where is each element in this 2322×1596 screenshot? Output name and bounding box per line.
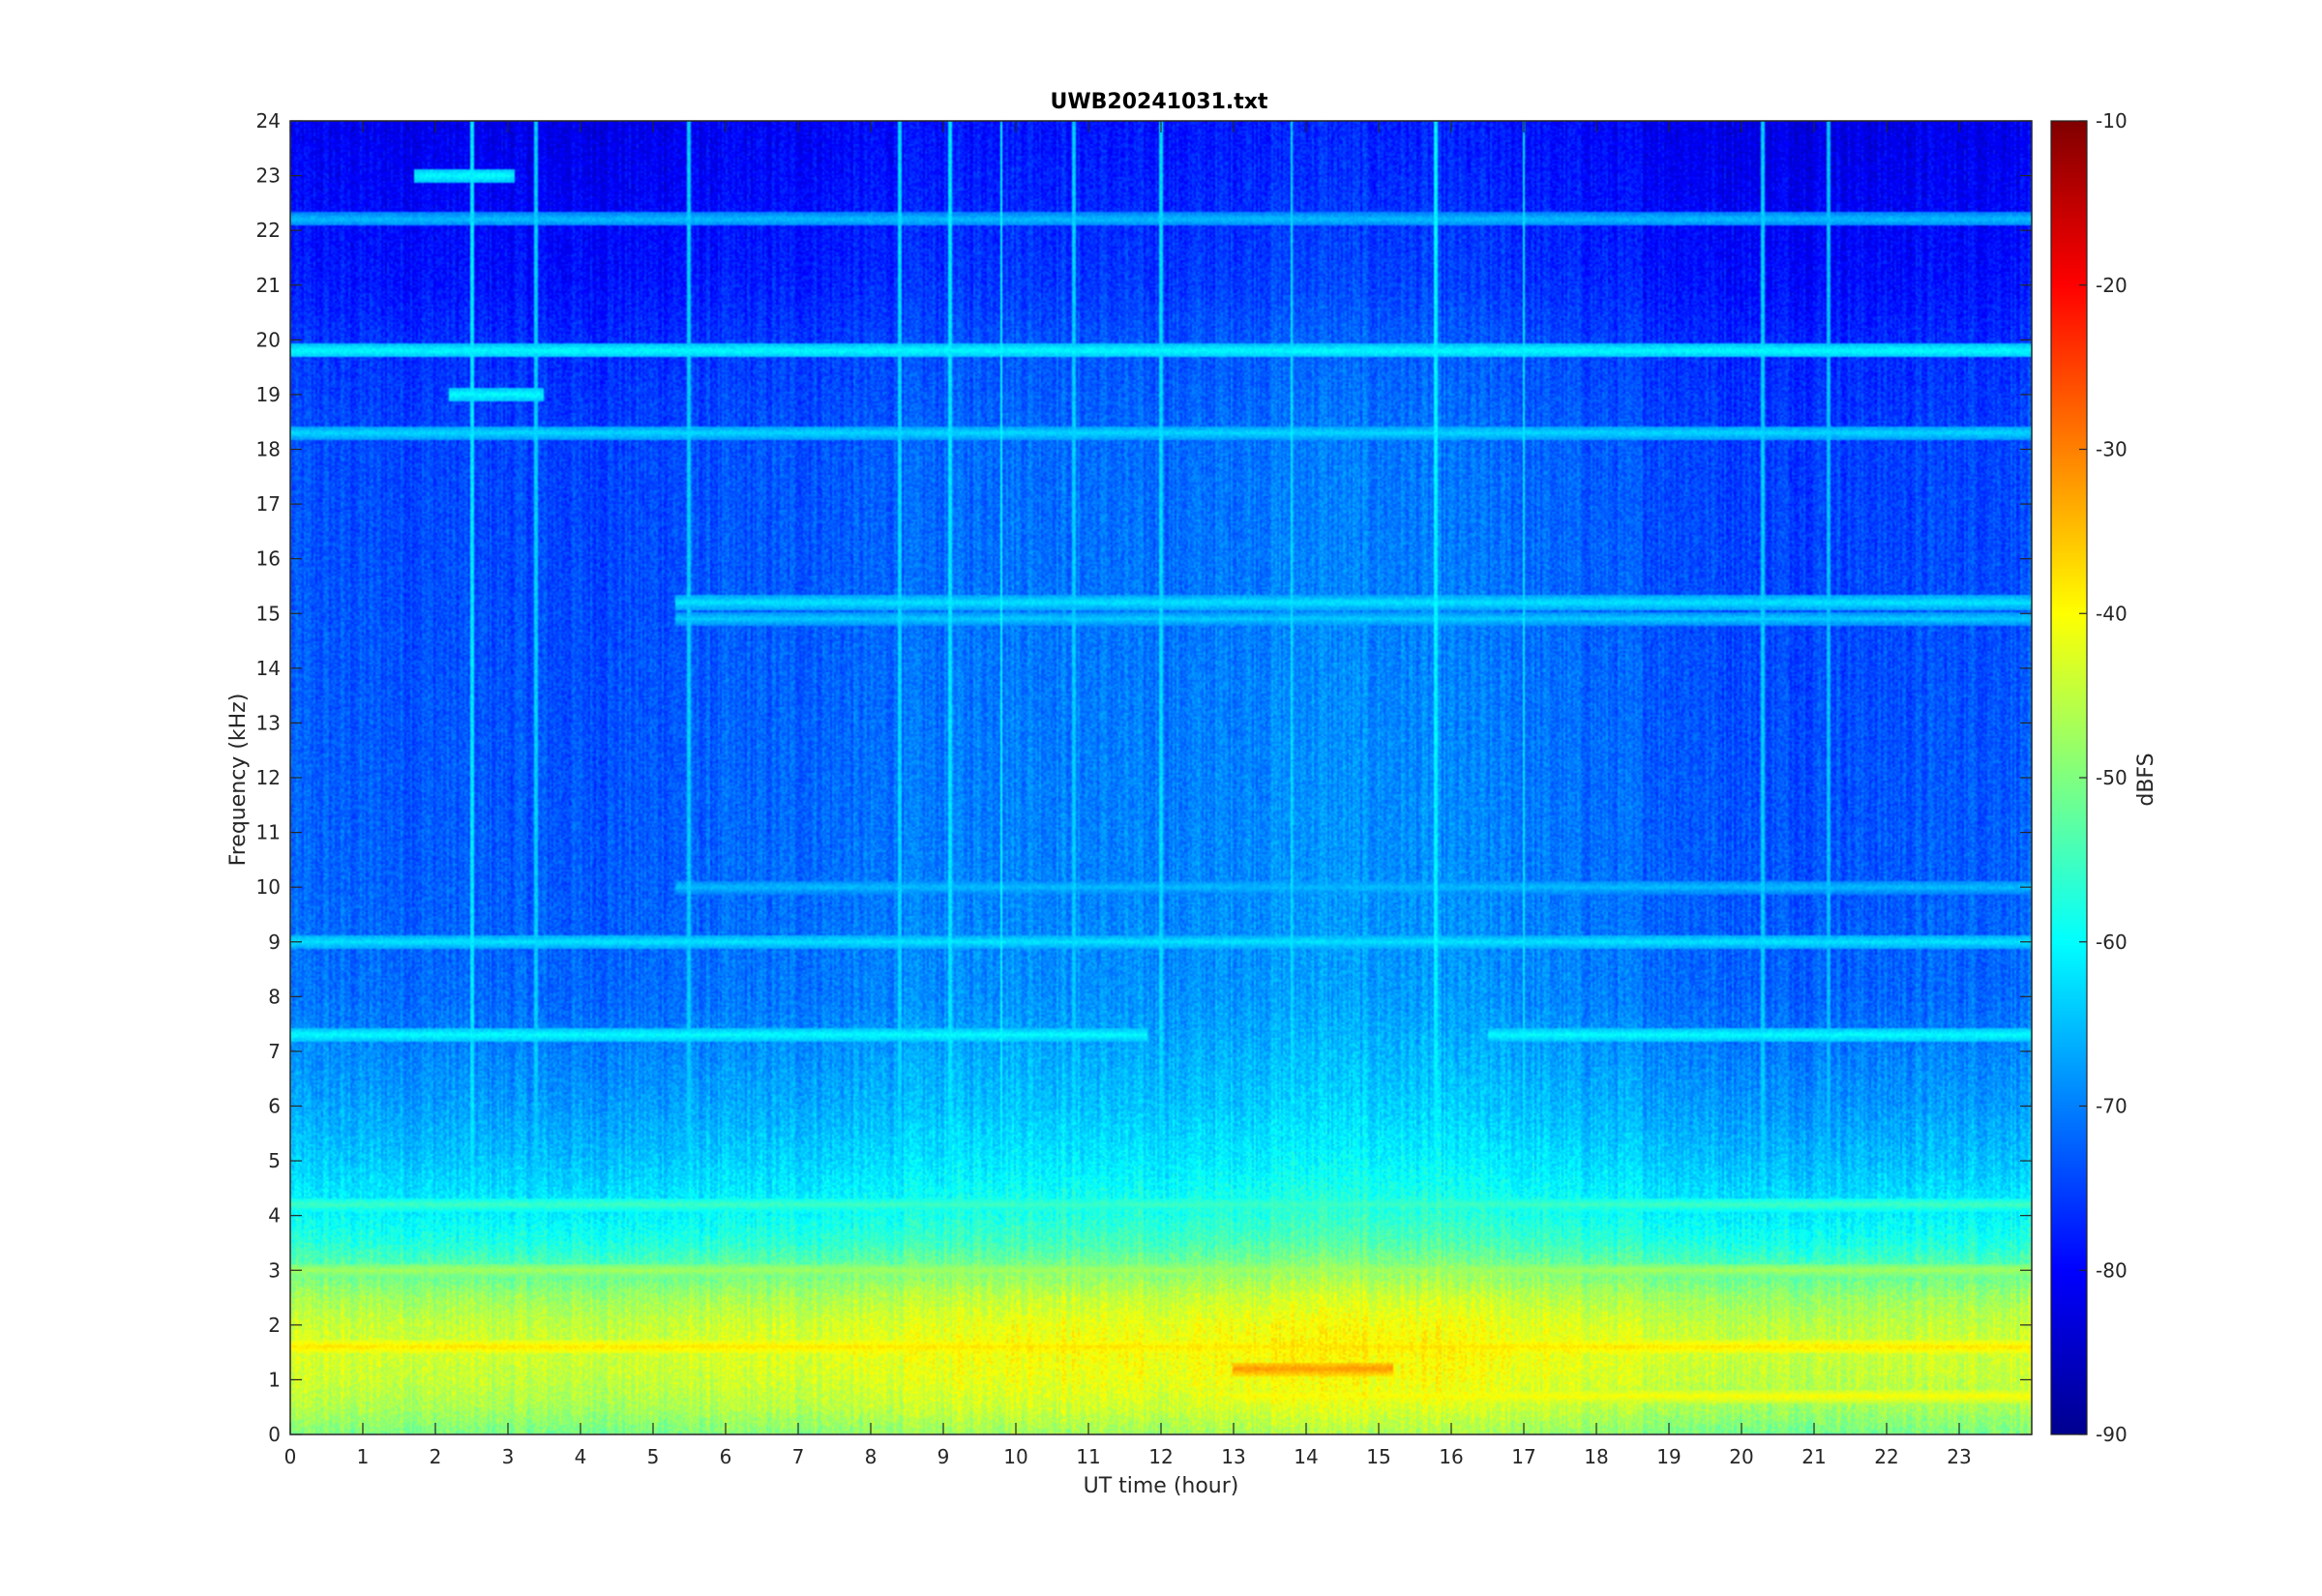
y-tick-label: 2 [268, 1314, 281, 1337]
colorbar-tick-label: -80 [2096, 1258, 2128, 1282]
y-tick-label: 12 [256, 766, 281, 789]
x-tick-label: 22 [1874, 1445, 1898, 1468]
y-tick-label: 11 [256, 821, 281, 844]
x-tick-label: 6 [720, 1445, 732, 1468]
x-tick-label: 2 [430, 1445, 442, 1468]
x-tick-label: 9 [938, 1445, 950, 1468]
spectrogram-heatmap [290, 121, 2032, 1434]
y-tick-label: 3 [268, 1258, 281, 1282]
colorbar-label: dBFS [2134, 753, 2158, 806]
colorbar-tick-label: -10 [2096, 109, 2128, 133]
colorbar-tick-label: -30 [2096, 438, 2128, 461]
y-tick-label: 10 [256, 875, 281, 899]
colorbar-tick-label: -40 [2096, 602, 2128, 625]
x-tick-label: 16 [1439, 1445, 1463, 1468]
x-tick-label: 1 [357, 1445, 370, 1468]
y-tick-label: 17 [256, 492, 281, 516]
y-tick-label: 1 [268, 1368, 281, 1391]
colorbar-tick-label: -50 [2096, 766, 2128, 789]
y-tick-label: 7 [268, 1040, 281, 1063]
x-tick-label: 20 [1729, 1445, 1753, 1468]
y-tick-label: 23 [256, 164, 281, 188]
spectrogram-image [290, 121, 2032, 1434]
x-tick-label: 0 [284, 1445, 297, 1468]
x-axis-label: UT time (hour) [1084, 1474, 1239, 1498]
y-tick-label: 15 [256, 602, 281, 625]
y-tick-label: 6 [268, 1095, 281, 1118]
colorbar-tick-label: -90 [2096, 1423, 2128, 1446]
y-axis-label: Frequency (kHz) [226, 694, 251, 867]
y-tick-label: 14 [256, 657, 281, 680]
x-tick-label: 23 [1947, 1445, 1971, 1468]
chart-title: UWB20241031.txt [1051, 90, 1268, 114]
y-tick-label: 19 [256, 383, 281, 406]
y-tick-label: 22 [256, 219, 281, 242]
x-tick-label: 14 [1294, 1445, 1318, 1468]
colorbar-tick-label: -20 [2096, 274, 2128, 297]
y-tick-label: 16 [256, 547, 281, 571]
x-tick-label: 18 [1584, 1445, 1608, 1468]
x-tick-label: 8 [865, 1445, 878, 1468]
y-tick-label: 9 [268, 931, 281, 954]
x-tick-label: 7 [792, 1445, 805, 1468]
y-tick-label: 20 [256, 328, 281, 351]
colorbar: -90 -80 -70 -60 -50 -40 -30 -20 -10 dBFS [2050, 109, 2158, 1446]
x-tick-label: 5 [647, 1445, 660, 1468]
y-tick-label: 8 [268, 985, 281, 1008]
x-tick-label: 19 [1656, 1445, 1681, 1468]
x-axis: 0 1 2 3 4 5 6 7 8 9 10 11 12 13 14 15 16 17 18 19 20 21 22 23 [284, 121, 1972, 1468]
x-tick-label: 15 [1366, 1445, 1390, 1468]
y-tick-label: 5 [268, 1149, 281, 1172]
x-tick-label: 17 [1511, 1445, 1535, 1468]
x-tick-label: 11 [1076, 1445, 1100, 1468]
colorbar-tick-label: -60 [2096, 931, 2128, 954]
y-tick-label: 24 [256, 109, 281, 133]
colorbar-tick-label: -70 [2096, 1095, 2128, 1118]
x-tick-label: 3 [502, 1445, 515, 1468]
y-tick-label: 21 [256, 274, 281, 297]
plot-area [289, 120, 2033, 1435]
x-tick-label: 13 [1221, 1445, 1245, 1468]
x-tick-label: 10 [1003, 1445, 1027, 1468]
x-tick-label: 4 [575, 1445, 587, 1468]
y-tick-label: 18 [256, 438, 281, 461]
y-tick-label: 13 [256, 711, 281, 734]
y-tick-label: 0 [268, 1423, 281, 1446]
x-tick-label: 21 [1801, 1445, 1826, 1468]
y-tick-label: 4 [268, 1204, 281, 1227]
x-tick-label: 12 [1148, 1445, 1173, 1468]
